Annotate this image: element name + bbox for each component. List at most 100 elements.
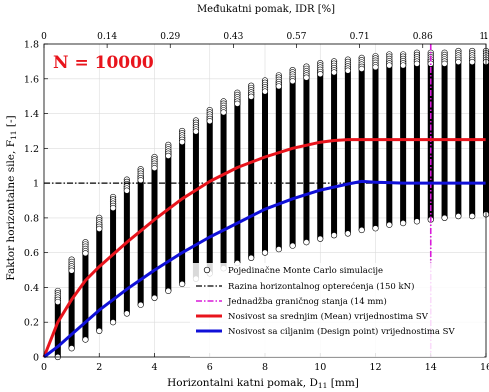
scatter-point	[441, 60, 448, 67]
scatter-point	[441, 214, 448, 221]
scatter-point	[192, 128, 200, 135]
legend: Pojedinačne Monte Carlo simulacije Razin…	[190, 263, 484, 357]
scatter-core	[123, 185, 130, 314]
y-tick-label-7: 1.4	[24, 109, 39, 120]
scatter-point	[317, 235, 324, 242]
scatter-core	[220, 107, 227, 269]
scatter-column-11	[206, 106, 213, 277]
scatter-column-21	[344, 56, 351, 237]
scatter-point	[54, 298, 61, 306]
y-axis-label-main: Faktor horizontalne sile, F	[5, 140, 17, 281]
scatter-core	[400, 60, 407, 224]
scatter-point	[261, 88, 269, 95]
scatter-column-8	[165, 141, 172, 295]
legend-label-scatter: Pojedinačne Monte Carlo simulacije	[228, 265, 383, 276]
scatter-column-6	[137, 166, 144, 308]
x-tick-label-3: 6	[207, 362, 213, 373]
axes: 024681012141600.20.40.60.811.21.41.61.80…	[24, 32, 489, 373]
scatter-points	[54, 47, 489, 361]
y-tick-label-4: 0.8	[24, 213, 39, 224]
scatter-column-29	[455, 47, 462, 220]
x-tick-label-6: 12	[369, 362, 381, 373]
top-tick-label-4: 0.57	[286, 32, 306, 42]
y-tick-label-0: 0	[33, 353, 39, 364]
scatter-core	[96, 223, 103, 331]
top-tick-label-0: 0	[41, 32, 47, 42]
scatter-column-22	[358, 54, 365, 234]
y-tick-label-1: 0.2	[24, 318, 39, 329]
scatter-column-23	[372, 53, 379, 232]
scatter-column-7	[151, 153, 158, 301]
scatter-point	[317, 71, 324, 78]
scatter-point	[137, 177, 144, 184]
scatter-core	[192, 126, 199, 279]
legend-label-vline: Jednadžba graničnog stanja (14 mm)	[227, 296, 387, 307]
scatter-column-25	[400, 51, 407, 227]
legend-label-mean: Nosivost sa srednjim (Mean) vrijednostim…	[228, 311, 429, 322]
scatter-core	[455, 56, 462, 217]
scatter-core	[68, 265, 75, 349]
scatter-core	[137, 175, 144, 305]
scatter-column-1	[68, 256, 75, 352]
y-tick-label-5: 1	[33, 179, 39, 190]
scatter-point	[234, 100, 241, 107]
scatter-point	[413, 218, 421, 225]
scatter-core	[317, 69, 324, 239]
scatter-core	[234, 98, 241, 264]
scatter-core	[54, 296, 61, 357]
scatter-point	[109, 204, 117, 212]
scatter-core	[372, 62, 379, 229]
scatter-column-18	[303, 63, 310, 246]
x-axis-label-main: Horizontalni katni pomak, D	[167, 377, 318, 389]
scatter-point	[386, 221, 393, 228]
scatter-core	[179, 136, 186, 284]
top-tick-label-7: 1	[483, 32, 489, 42]
y-tick-label-8: 1.6	[24, 74, 39, 85]
top-tick-label-8: 1.	[479, 32, 488, 42]
annotation-n: N = 10000	[53, 53, 154, 73]
scatter-column-30	[469, 47, 476, 220]
series-line-2	[42, 138, 486, 358]
top-tick-label-2: 0.29	[160, 32, 180, 42]
scatter-core	[344, 65, 351, 234]
scatter-column-2	[82, 239, 89, 343]
scatter-point	[330, 232, 338, 239]
legend-label-hline: Razina horizontalnog opterećenja (150 kN…	[228, 281, 414, 292]
legend-box	[190, 263, 484, 357]
scatter-point	[96, 225, 103, 232]
scatter-point	[386, 62, 393, 69]
scatter-point	[469, 213, 476, 220]
scatter-column-14	[248, 82, 255, 261]
x-tick-label-7: 14	[425, 362, 437, 373]
scatter-core	[358, 63, 365, 231]
scatter-core	[262, 86, 268, 253]
scatter-point	[248, 93, 255, 100]
y-tick-label-6: 1.2	[24, 144, 39, 155]
scatter-core	[82, 248, 89, 340]
scatter-point	[289, 242, 296, 249]
scatter-point	[179, 280, 186, 288]
scatter-point	[179, 138, 186, 146]
legend-label-design: Nosivost sa ciljanim (Design point) vrij…	[228, 326, 455, 337]
scatter-column-10	[192, 117, 200, 282]
scatter-point	[344, 67, 351, 74]
scatter-column-12	[220, 98, 227, 272]
top-axis-label: Međukatni pomak, IDR [%]	[197, 4, 335, 15]
scatter-point	[123, 310, 130, 317]
scatter-column-0	[54, 287, 61, 361]
scatter-core	[206, 116, 213, 274]
scatter-point	[165, 152, 172, 159]
top-tick-label-5: 0.71	[350, 32, 370, 42]
legend-marker-scatter	[203, 266, 211, 274]
scatter-column-15	[261, 77, 269, 256]
x-tick-label-8: 16	[480, 362, 489, 373]
scatter-point	[275, 83, 282, 90]
scatter-point	[248, 254, 255, 261]
series-lines	[42, 44, 486, 359]
scatter-point	[261, 249, 269, 256]
x-tick-label-5: 10	[314, 362, 326, 373]
scatter-column-26	[413, 49, 421, 225]
scatter-point	[165, 287, 172, 295]
scatter-column-19	[317, 60, 324, 242]
x-axis-label: Horizontalni katni pomak, D11 [mm]	[167, 377, 359, 390]
